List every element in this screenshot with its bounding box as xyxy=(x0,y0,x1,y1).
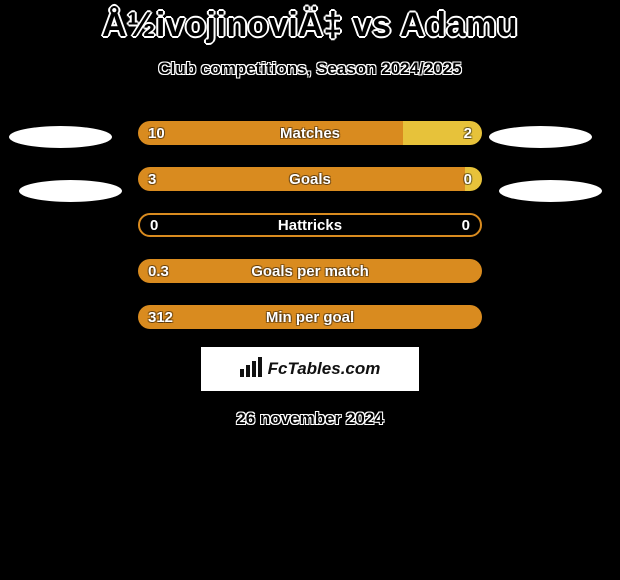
stat-right-segment xyxy=(403,121,482,145)
stat-bars: Matches102 Goals30 Hattricks0 0 Goals per ma… xyxy=(138,121,482,329)
stat-left-segment xyxy=(138,259,482,283)
brand-icon xyxy=(240,357,262,382)
date-text: 26 november 2024 xyxy=(0,409,620,429)
stat-row: Goals30 xyxy=(138,167,482,191)
stat-row: Hattricks0 0 xyxy=(138,213,482,237)
placeholder-ellipse xyxy=(19,180,122,202)
page-subtitle: Club competitions, Season 2024/2025 xyxy=(0,59,620,79)
placeholder-ellipse xyxy=(489,126,592,148)
stat-row: Goals per match0.3 xyxy=(138,259,482,283)
brand-text: FcTables.com xyxy=(268,359,381,379)
stat-left-value: 0 xyxy=(150,215,158,235)
stat-label: Hattricks xyxy=(140,215,480,235)
stat-row: Min per goal312 xyxy=(138,305,482,329)
stat-row: Matches102 xyxy=(138,121,482,145)
page-title: Å½ivojinoviÄ‡ vs Adamu xyxy=(0,6,620,45)
brand-box[interactable]: FcTables.com xyxy=(201,347,419,391)
stat-right-value: 0 xyxy=(462,215,470,235)
stat-left-segment xyxy=(138,305,482,329)
placeholder-ellipse xyxy=(9,126,112,148)
stat-left-segment xyxy=(138,167,465,191)
placeholder-ellipse xyxy=(499,180,602,202)
comparison-card: Å½ivojinoviÄ‡ vs Adamu Club competitions… xyxy=(0,0,620,580)
stat-right-segment xyxy=(465,167,482,191)
stat-left-segment xyxy=(138,121,403,145)
